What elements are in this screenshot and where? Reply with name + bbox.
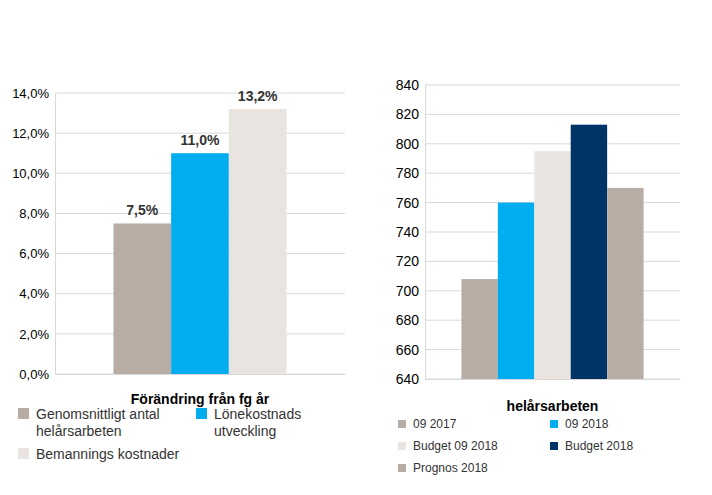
y-tick: 820 [396, 106, 425, 122]
legend-item: Genomsnittligt antalhelårsarbeten [18, 406, 160, 439]
y-tick-label: 680 [396, 312, 420, 328]
x-axis: Förändring från fg år [56, 374, 346, 407]
y-axis-line [425, 86, 426, 380]
y-tick: 14,0% [12, 86, 55, 101]
legend-item: 09 2018 [550, 417, 609, 431]
y-axis-line [55, 94, 56, 375]
bar [498, 203, 534, 379]
y-tick: 640 [396, 371, 425, 387]
x-axis-line [56, 374, 346, 375]
y-tick: 760 [396, 195, 425, 211]
legend-item: 09 2017 [398, 417, 457, 431]
legend-swatch [550, 442, 558, 450]
legend-item: Prognos 2018 [398, 461, 488, 475]
y-tick-label: 4,0% [19, 286, 49, 301]
grid [425, 85, 680, 379]
y-tick-label: 800 [396, 136, 420, 152]
y-tick-label: 820 [396, 106, 420, 122]
y-tick: 2,0% [19, 327, 55, 342]
bar [461, 279, 497, 379]
y-tick: 720 [396, 253, 425, 269]
chart-1: 640 660 680 700 720 740 760 780 800 820 840 helårsa… [396, 77, 681, 475]
legend: Genomsnittligt antalhelårsarbeten Lönekos… [18, 406, 301, 462]
legend-swatch [398, 442, 406, 450]
y-tick-label: 700 [396, 283, 420, 299]
bar [113, 223, 171, 374]
bar [229, 109, 287, 374]
y-tick-label: 6,0% [19, 246, 49, 261]
grid-line [425, 85, 680, 86]
y-tick: 680 [396, 312, 425, 328]
bar [607, 188, 643, 379]
y-tick: 6,0% [19, 246, 55, 261]
bars [113, 109, 286, 374]
x-axis: helårsarbeten [426, 379, 681, 414]
y-tick: 780 [396, 165, 425, 181]
grid-line [55, 93, 345, 94]
y-tick-label: 720 [396, 253, 420, 269]
y-tick-label: 840 [396, 77, 420, 93]
legend-label: Budget 09 2018 [413, 439, 498, 453]
legend-label: 09 2017 [413, 417, 457, 431]
legend-swatch [18, 448, 29, 459]
legend-swatch [398, 420, 406, 428]
grid-line [425, 114, 680, 115]
x-axis-line [426, 379, 681, 380]
y-tick: 740 [396, 224, 425, 240]
legend-swatch [18, 408, 29, 419]
grid [55, 93, 345, 374]
legend-label: Prognos 2018 [413, 461, 488, 475]
y-axis: 0,0% 2,0% 4,0% 6,0% 8,0% 10,0% 12,0% 14,0% [12, 86, 55, 382]
legend-swatch [398, 464, 406, 472]
y-tick-label: 740 [396, 224, 420, 240]
legend-label: 09 2018 [565, 417, 609, 431]
y-tick: 4,0% [19, 286, 55, 301]
y-tick-label: 0,0% [19, 367, 49, 382]
y-tick-label: 640 [396, 371, 420, 387]
y-tick-label: 2,0% [19, 327, 49, 342]
y-tick-label: 660 [396, 342, 420, 358]
y-tick: 660 [396, 342, 425, 358]
x-tick: helårsarbeten [507, 379, 599, 414]
bar [171, 153, 229, 374]
data-label: 7,5% [126, 202, 158, 218]
legend-label: Lönekostnadsutveckling [214, 406, 301, 439]
chart-0: 0,0% 2,0% 4,0% 6,0% 8,0% 10,0% 12,0% 14,0% Förän… [12, 86, 345, 462]
legend-item: Bemannings kostnader [18, 446, 180, 462]
bars [461, 125, 643, 379]
legend-item: Budget 09 2018 [398, 439, 498, 453]
y-tick: 700 [396, 283, 425, 299]
y-tick-label: 780 [396, 165, 420, 181]
y-tick-label: 8,0% [19, 206, 49, 221]
legend-swatch [196, 408, 207, 419]
data-label: 13,2% [238, 88, 278, 104]
legend-item: Budget 2018 [550, 439, 633, 453]
y-tick: 840 [396, 77, 425, 93]
category-label: helårsarbeten [507, 398, 599, 414]
y-tick: 800 [396, 136, 425, 152]
y-tick-label: 14,0% [12, 86, 49, 101]
y-tick: 12,0% [12, 126, 55, 141]
legend-label: Budget 2018 [565, 439, 633, 453]
y-tick-label: 12,0% [12, 126, 49, 141]
legend-item: Lönekostnadsutveckling [196, 406, 301, 439]
legend-swatch [550, 420, 558, 428]
legend-label: Bemannings kostnader [36, 446, 180, 462]
y-tick-label: 760 [396, 195, 420, 211]
y-tick: 10,0% [12, 166, 55, 181]
bar [534, 151, 570, 379]
y-tick: 8,0% [19, 206, 55, 221]
bar [571, 125, 607, 379]
y-axis: 640 660 680 700 720 740 760 780 800 820 840 [396, 77, 426, 387]
legend: 09 2017 09 2018 Budget 09 2018 Budget 2018 P… [398, 417, 633, 475]
legend-label: Genomsnittligt antalhelårsarbeten [36, 406, 160, 439]
category-label: Förändring från fg år [131, 391, 270, 407]
y-tick-label: 10,0% [12, 166, 49, 181]
data-label: 11,0% [181, 132, 220, 148]
x-tick: Förändring från fg år [131, 374, 270, 407]
grid-line [425, 143, 680, 144]
y-tick: 0,0% [19, 367, 55, 382]
